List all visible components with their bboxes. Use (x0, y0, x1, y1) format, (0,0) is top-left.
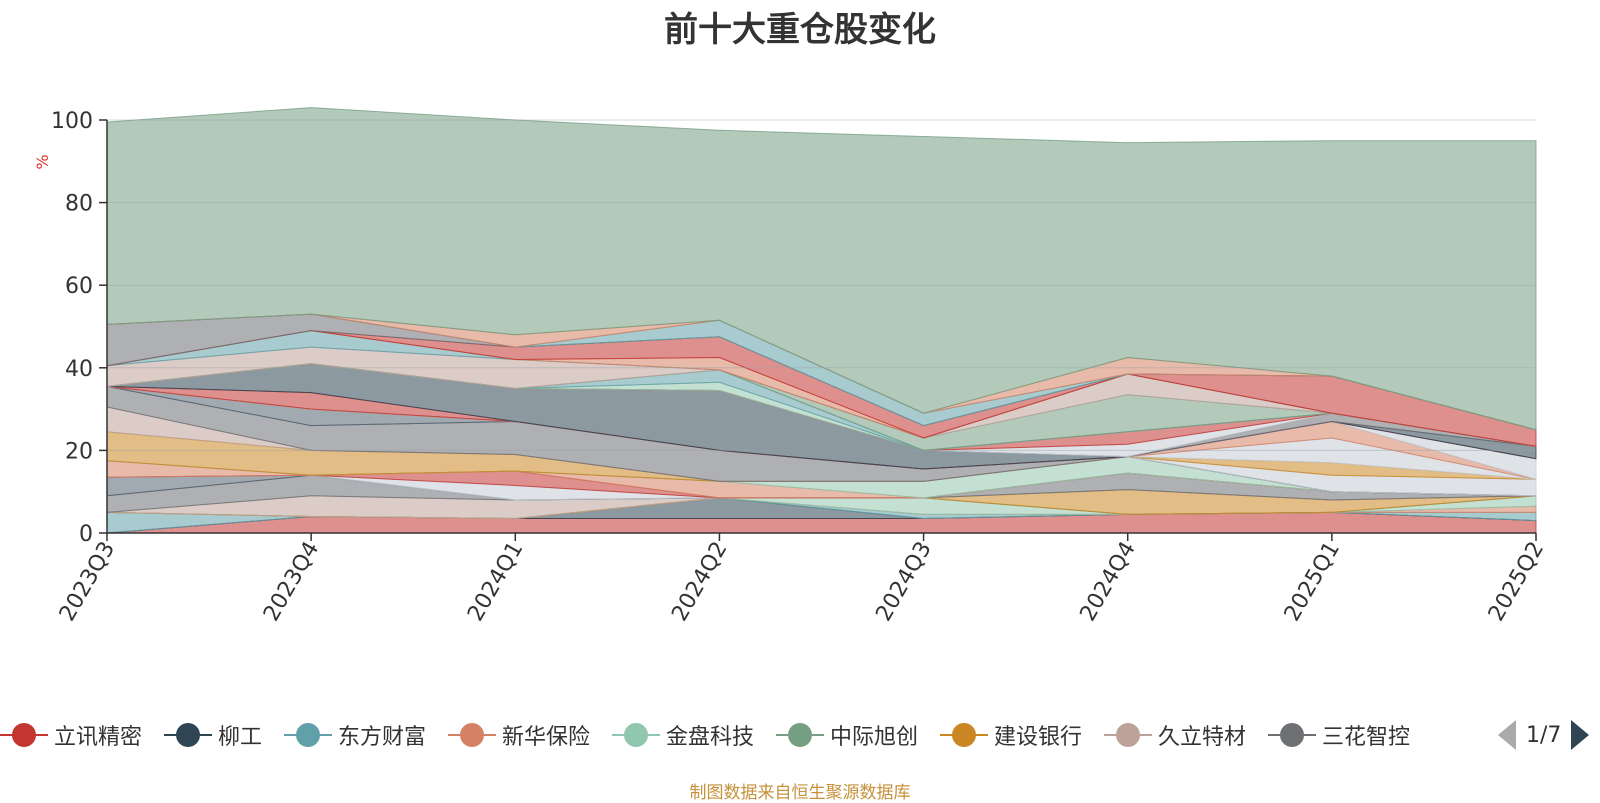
area-series-38 (106, 107, 1537, 431)
area-layer (106, 107, 1537, 534)
legend-item[interactable]: 建设银行 (940, 718, 1082, 752)
legend-item-label: 建设银行 (994, 725, 1083, 750)
legend-page-indicator: 1/7 (1526, 722, 1562, 748)
legend-marker-icon (776, 721, 824, 749)
legend-item-label: 中际旭创 (830, 725, 919, 750)
legend-item-label: 柳工 (218, 725, 263, 750)
legend-item[interactable]: 金盘科技 (612, 718, 754, 752)
legend-marker-icon (0, 721, 48, 749)
y-axis-label: % (33, 154, 52, 169)
legend-item-label: 三花智控 (1322, 725, 1411, 750)
legend-item-label: 立讯精密 (54, 725, 143, 750)
y-tick-label: 40 (65, 357, 93, 382)
y-tick-label: 80 (65, 192, 93, 217)
y-tick-label: 20 (65, 439, 93, 464)
legend: 立讯精密 柳工 东方财富 新华保险 金盘科技 中际旭创 建设银行 久立特材 三花智控 (0, 718, 1480, 752)
legend-marker-icon (612, 721, 660, 749)
x-tick-label: 2024Q2 (667, 538, 732, 626)
y-tick-label: 60 (65, 274, 93, 299)
grid-layer (107, 119, 1536, 451)
legend-marker-icon (940, 721, 988, 749)
y-tick-label: 0 (79, 522, 93, 547)
chart-title: 前十大重仓股变化 (664, 10, 936, 50)
legend-next-page-icon[interactable] (1571, 720, 1590, 750)
legend-item[interactable]: 中际旭创 (776, 718, 918, 752)
stacked-area-chart: 0 20 40 60 80 100 2023Q3 2023Q4 2024Q1 2024Q2 2024… (33, 107, 1549, 626)
x-tick-label: 2023Q4 (259, 538, 324, 626)
legend-item-label: 东方财富 (338, 725, 427, 750)
y-tick-label: 100 (51, 109, 93, 134)
data-source-note: 制图数据来自恒生聚源数据库 (689, 783, 911, 803)
legend-marker-icon (164, 721, 212, 749)
legend-prev-page-icon[interactable] (1498, 720, 1516, 750)
legend-item[interactable]: 东方财富 (284, 718, 426, 752)
legend-item[interactable]: 久立特材 (1104, 718, 1246, 752)
legend-marker-icon (1268, 721, 1316, 749)
legend-item[interactable]: 三花智控 (1268, 718, 1410, 752)
legend-marker-icon (448, 721, 496, 749)
x-tick-label: 2024Q4 (1076, 538, 1141, 626)
legend-item[interactable]: 柳工 (164, 718, 262, 752)
legend-item-label: 新华保险 (502, 725, 591, 750)
legend-item-label: 金盘科技 (666, 725, 755, 750)
legend-marker-icon (284, 721, 332, 749)
legend-item[interactable]: 立讯精密 (0, 718, 142, 752)
x-tick-label: 2023Q3 (55, 538, 120, 626)
x-tick-label: 2024Q1 (463, 538, 528, 626)
x-tick-label: 2025Q1 (1280, 538, 1345, 626)
legend-marker-icon (1104, 721, 1152, 749)
x-tick-label: 2024Q3 (871, 538, 936, 626)
legend-item[interactable]: 新华保险 (448, 718, 590, 752)
legend-pager: 1/7 (1498, 718, 1600, 752)
x-tick-label: 2025Q2 (1484, 538, 1549, 626)
legend-item-label: 久立特材 (1158, 725, 1247, 750)
